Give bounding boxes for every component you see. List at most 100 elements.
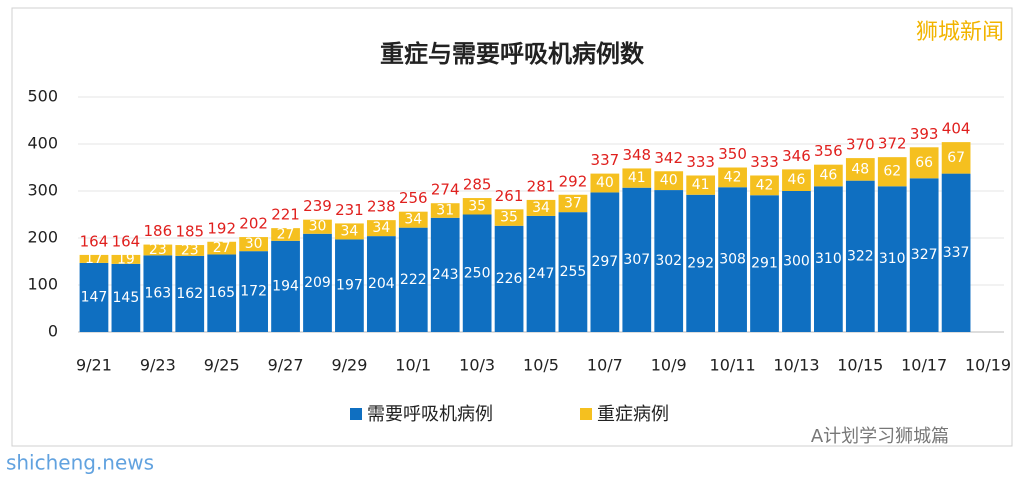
- x-tick-label: 10/3: [459, 356, 495, 375]
- value-label: 40: [596, 175, 614, 191]
- value-label: 27: [277, 226, 295, 242]
- x-tick-label: 10/15: [837, 356, 883, 375]
- value-label: 327: [911, 247, 938, 263]
- bar-segment: [941, 173, 971, 332]
- bar-segment: [111, 263, 141, 332]
- bar-segment: [814, 186, 843, 332]
- x-tick-label: 10/7: [587, 356, 623, 375]
- total-label: 164: [80, 232, 109, 250]
- bar-segment: [782, 191, 811, 332]
- total-label: 164: [112, 232, 141, 250]
- bar-segment: [430, 217, 460, 332]
- value-label: 243: [432, 267, 459, 283]
- bar-segment: [718, 167, 747, 188]
- bar-segment: [366, 220, 396, 237]
- bar-segment: [462, 198, 492, 215]
- x-tick-label: 9/29: [331, 356, 367, 375]
- bar-segment: [686, 194, 716, 332]
- total-label: 350: [718, 145, 747, 163]
- bar-segment: [207, 241, 237, 255]
- bar-segment: [239, 237, 268, 252]
- bar-segment: [494, 225, 524, 332]
- value-label: 23: [149, 242, 167, 258]
- total-label: 231: [335, 201, 364, 219]
- bar-segment: [845, 180, 875, 332]
- bar-segment: [814, 164, 843, 187]
- bar-segment: [941, 142, 971, 174]
- bar-segment: [303, 219, 332, 234]
- x-tick-label: 10/5: [523, 356, 559, 375]
- value-label: 307: [623, 252, 650, 268]
- value-label: 302: [655, 253, 682, 269]
- value-label: 337: [943, 245, 970, 261]
- bar-segment: [271, 228, 300, 241]
- value-label: 34: [532, 200, 550, 216]
- bar-segment: [271, 240, 300, 332]
- x-tick-label: 10/9: [651, 356, 687, 375]
- x-tick-label: 9/23: [140, 356, 176, 375]
- value-label: 46: [819, 167, 837, 183]
- value-label: 31: [436, 203, 454, 219]
- value-label: 30: [245, 236, 263, 252]
- bar-segment: [398, 227, 428, 332]
- total-label: 285: [463, 176, 492, 194]
- total-label: 274: [431, 181, 460, 199]
- x-tick-label: 9/25: [204, 356, 240, 375]
- x-tick-label: 10/11: [710, 356, 756, 375]
- value-label: 40: [660, 173, 678, 189]
- x-tick-label: 10/1: [395, 356, 431, 375]
- value-label: 42: [756, 177, 774, 193]
- x-tick-label: 10/19: [965, 356, 1011, 375]
- value-label: 255: [560, 264, 587, 280]
- bar-segment: [558, 212, 588, 332]
- value-label: 291: [751, 256, 778, 272]
- bar-segment: [462, 214, 492, 332]
- value-label: 34: [404, 212, 422, 228]
- value-label: 250: [464, 265, 491, 281]
- total-label: 342: [654, 149, 683, 167]
- y-tick-label: 400: [27, 134, 58, 153]
- value-label: 292: [687, 255, 714, 271]
- y-tick-label: 100: [27, 275, 58, 294]
- y-tick-label: 300: [27, 181, 58, 200]
- value-label: 310: [879, 251, 906, 267]
- bar-segment: [526, 215, 556, 332]
- value-label: 34: [372, 220, 390, 236]
- bar-segment: [335, 239, 364, 332]
- value-label: 62: [883, 164, 901, 180]
- bar-segment: [654, 190, 684, 332]
- value-label: 19: [117, 251, 135, 267]
- total-label: 404: [942, 120, 971, 138]
- bar-segment: [175, 255, 205, 332]
- total-label: 348: [622, 146, 651, 164]
- bar-segment: [111, 254, 141, 264]
- value-label: 37: [564, 195, 582, 211]
- bar-segment: [430, 203, 460, 218]
- legend-label: 重症病例: [597, 404, 669, 425]
- total-label: 256: [399, 189, 428, 207]
- bar-segment: [366, 236, 396, 332]
- value-label: 162: [176, 286, 203, 302]
- legend-swatch: [350, 408, 362, 420]
- value-label: 310: [815, 251, 842, 267]
- value-label: 30: [309, 219, 327, 235]
- x-tick-label: 9/21: [76, 356, 112, 375]
- value-label: 48: [851, 161, 869, 177]
- x-tick-label: 10/17: [901, 356, 947, 375]
- bar-segment: [909, 147, 939, 179]
- total-label: 281: [527, 177, 556, 195]
- total-label: 239: [303, 197, 332, 215]
- chart-title: 重症与需要呼吸机病例数: [380, 40, 645, 68]
- value-label: 197: [336, 278, 363, 294]
- bar-segment: [590, 192, 620, 332]
- y-tick-label: 0: [48, 322, 58, 341]
- value-label: 67: [947, 150, 965, 166]
- watermark: shicheng.news: [6, 451, 154, 475]
- bar-segment: [686, 175, 716, 195]
- bar-segment: [303, 233, 332, 332]
- total-label: 192: [207, 219, 236, 237]
- bar-segment: [782, 169, 811, 191]
- bar-segment: [494, 209, 524, 226]
- bar-segment: [845, 158, 875, 181]
- value-label: 209: [304, 275, 331, 291]
